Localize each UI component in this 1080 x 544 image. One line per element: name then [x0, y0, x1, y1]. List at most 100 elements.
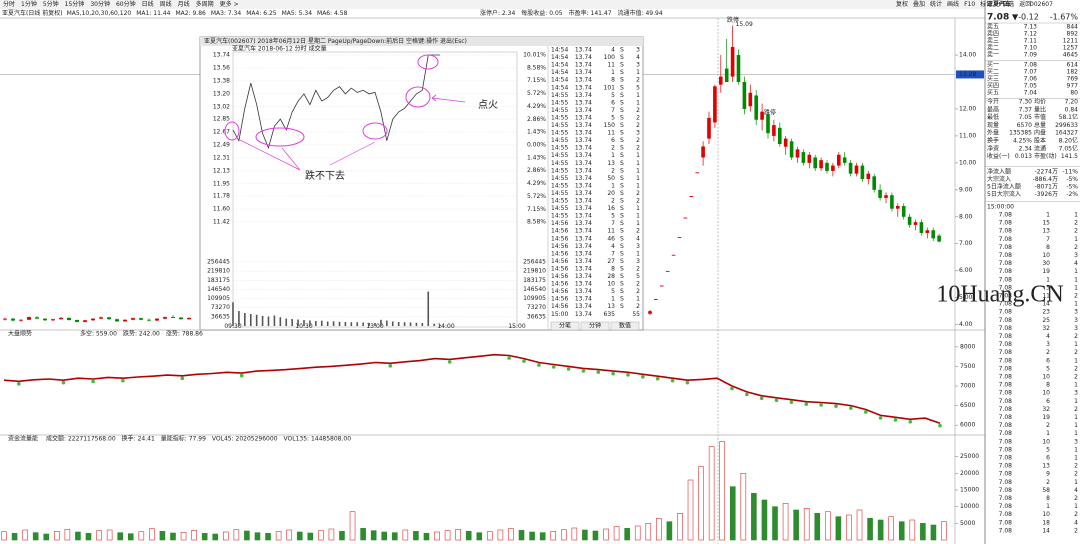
- tool-button[interactable]: 返回: [1019, 1, 1031, 8]
- tab[interactable]: 60分钟: [116, 0, 136, 8]
- trade-count: 1: [636, 220, 640, 227]
- tool-button[interactable]: 画线: [947, 0, 959, 8]
- tick-count: 2: [1074, 220, 1078, 227]
- trade-price: 13.74: [575, 145, 592, 152]
- popup-window: [199, 36, 644, 331]
- volume-bar: [455, 529, 461, 541]
- tab-button-label[interactable]: 数值: [619, 322, 631, 330]
- volume-bar: [75, 531, 81, 541]
- tab[interactable]: 多周期: [196, 0, 214, 8]
- book-price: 7.06: [1024, 76, 1038, 83]
- trade-side: S: [620, 130, 624, 137]
- trade-side: S: [620, 114, 624, 121]
- candle-body: [107, 317, 111, 320]
- index-down-dot: [774, 398, 779, 403]
- tick-volume: 4: [1046, 333, 1050, 340]
- volume-bar: [265, 533, 271, 541]
- trade-side: S: [620, 281, 624, 288]
- vol-tick-label: 36635: [211, 313, 230, 320]
- book-label: 卖三: [987, 38, 999, 45]
- book-label: 买三: [987, 75, 999, 83]
- volume-bar: [560, 529, 567, 541]
- volume-bar: [476, 532, 483, 541]
- volume-bar: [22, 529, 28, 541]
- tab[interactable]: 更多 >: [220, 0, 239, 8]
- stat-value: 7.05: [1019, 114, 1033, 121]
- book-label: 买一: [987, 61, 999, 69]
- tick-count: 2: [1074, 333, 1078, 340]
- trade-side: S: [620, 273, 624, 280]
- tick-price: 7.08: [999, 333, 1013, 340]
- trade-price: 13.74: [575, 198, 592, 205]
- tab-button-label[interactable]: 分钟: [589, 322, 601, 330]
- stat-label: 流通: [1034, 144, 1046, 152]
- volume-bar: [170, 532, 176, 541]
- volume-bar: [328, 528, 335, 541]
- candle-body: [801, 152, 806, 163]
- tab[interactable]: 周线: [160, 0, 172, 8]
- tab[interactable]: 月线: [178, 0, 190, 8]
- price-line: [232, 54, 441, 150]
- tab-button[interactable]: [610, 321, 640, 331]
- tool-button[interactable]: 统计: [930, 0, 942, 8]
- stat-value: 8.20亿: [1059, 137, 1078, 145]
- tick-price: 7.08: [999, 220, 1013, 227]
- label: MA2: 9.86: [175, 10, 206, 17]
- trade-volume: 1: [611, 152, 615, 159]
- trade-count: 1: [636, 175, 640, 182]
- tick-volume: 19: [1042, 414, 1050, 421]
- price-tick-label: 13.02: [213, 103, 230, 110]
- annotation-circle: [417, 54, 439, 70]
- candle-body: [660, 285, 664, 287]
- volume-bar: [138, 531, 145, 541]
- stat-label: 净资: [987, 144, 999, 152]
- trade-volume: 5: [611, 92, 615, 99]
- tool-button[interactable]: 复权: [896, 0, 908, 8]
- tick-price: 7.08: [999, 365, 1013, 372]
- vol-tick-label: 183175: [207, 277, 230, 284]
- volume-bar: [803, 508, 810, 541]
- stat-value: 299633: [1055, 122, 1078, 129]
- tick-price: 7.08: [999, 317, 1013, 324]
- index-down-dot: [863, 410, 868, 414]
- candle-body: [99, 317, 103, 319]
- tab[interactable]: 日线: [142, 0, 154, 8]
- tool-button[interactable]: F10: [964, 1, 975, 8]
- y-tick-label: 25000: [960, 453, 979, 460]
- tick-price: 7.08: [999, 268, 1013, 275]
- candle-body: [43, 318, 47, 321]
- annotation-circle: [224, 121, 240, 141]
- candle-body: [772, 125, 776, 136]
- tab[interactable]: 15分钟: [65, 0, 85, 8]
- tab[interactable]: 1分钟: [21, 0, 37, 8]
- label: MA1: 11.44: [136, 10, 170, 17]
- tab[interactable]: 分时: [3, 0, 15, 8]
- y-tick-label: 7.00: [959, 240, 973, 247]
- tool-button[interactable]: 叠加: [913, 0, 925, 8]
- book-volume: 892: [1067, 31, 1079, 38]
- tick-volume: 2: [1046, 349, 1050, 356]
- tab-button-label[interactable]: 分笔: [559, 322, 571, 330]
- tool-button[interactable]: 标记: [980, 0, 992, 8]
- tool-button[interactable]: +自选: [997, 0, 1014, 8]
- cursor-price-box: [956, 70, 984, 79]
- stat-label: 内盘: [1034, 129, 1046, 137]
- index-down-dot: [670, 378, 675, 383]
- tab-button[interactable]: [550, 321, 580, 331]
- volume-bar: [127, 533, 134, 541]
- pct-tick-label: 7.15%: [527, 77, 546, 84]
- tick-count: 4: [1074, 487, 1078, 494]
- volume-bar: [96, 530, 102, 541]
- candle-body: [937, 235, 941, 242]
- volume-bar: [539, 532, 546, 541]
- trade-count: 1: [636, 213, 640, 220]
- candle-body: [754, 95, 758, 120]
- vol-tick-label: 36635: [527, 313, 546, 320]
- book-label: 卖二: [987, 45, 999, 52]
- tab[interactable]: 5分钟: [43, 0, 59, 8]
- tab-button[interactable]: [580, 321, 610, 331]
- index-down-dot: [655, 376, 660, 381]
- label: 成交额: 2227117568.00: [46, 435, 116, 443]
- y-tick-label: 20000: [960, 470, 979, 477]
- tab[interactable]: 30分钟: [90, 0, 110, 8]
